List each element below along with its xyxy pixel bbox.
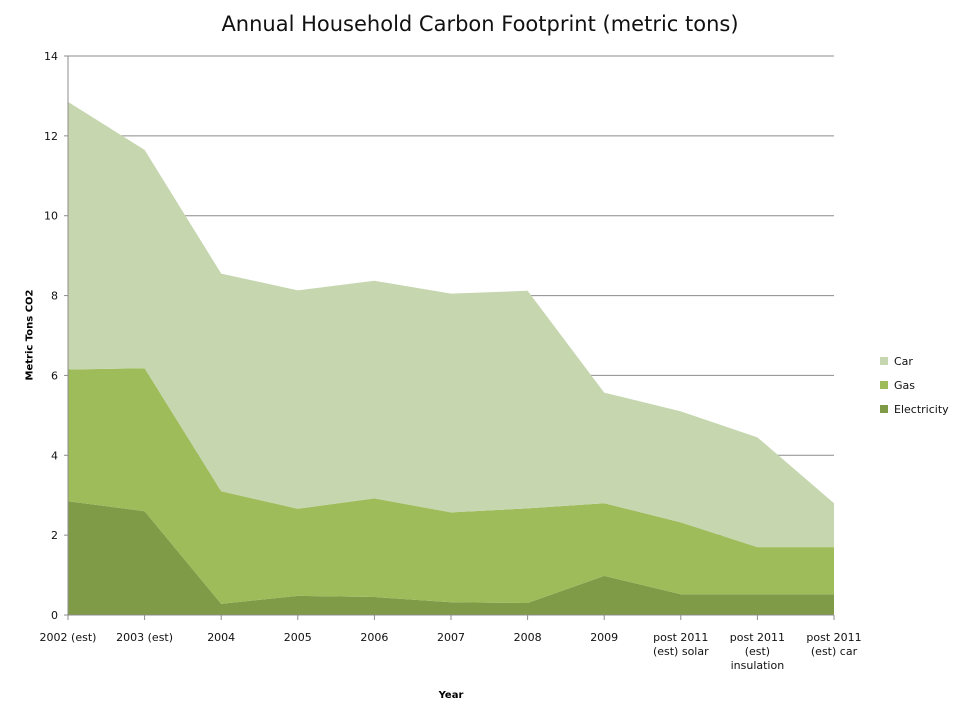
x-tick-label: 2007 bbox=[437, 631, 465, 644]
area-car bbox=[68, 101, 834, 548]
tick-layer: 0 2 4 6 8 10 12 14 2002 (est) 2003 (est) 2004 2005 2… bbox=[40, 50, 862, 672]
area-electricity bbox=[68, 501, 834, 615]
legend-swatch-car bbox=[880, 357, 888, 365]
legend-label-electricity: Electricity bbox=[894, 402, 949, 416]
y-tick-label: 4 bbox=[51, 449, 58, 462]
x-tick-label: 2008 bbox=[514, 631, 542, 644]
x-tick-label: post 2011 (est) insulation bbox=[730, 631, 785, 672]
x-tick-label: 2003 (est) bbox=[116, 631, 173, 644]
legend-label-car: Car bbox=[894, 354, 913, 368]
x-tick-label: post 2011 (est) car bbox=[806, 631, 861, 658]
x-tick-label: 2005 bbox=[284, 631, 312, 644]
chart-title: Annual Household Carbon Footprint (metri… bbox=[221, 12, 739, 36]
legend: Car Gas Electricity bbox=[880, 349, 949, 421]
area-gas bbox=[68, 368, 834, 604]
x-tick-label: post 2011 (est) solar bbox=[653, 631, 709, 658]
x-tick-label: 2006 bbox=[360, 631, 388, 644]
x-tick-label: 2002 (est) bbox=[40, 631, 97, 644]
legend-item-electricity: Electricity bbox=[880, 397, 949, 421]
y-tick-label: 10 bbox=[44, 210, 58, 223]
legend-swatch-gas bbox=[880, 381, 888, 389]
y-tick-label: 12 bbox=[44, 130, 58, 143]
y-tick-label: 2 bbox=[51, 529, 58, 542]
y-tick-label: 14 bbox=[44, 50, 58, 63]
y-tick-label: 8 bbox=[51, 290, 58, 303]
y-tick-label: 0 bbox=[51, 609, 58, 622]
legend-swatch-electricity bbox=[880, 405, 888, 413]
area-layer bbox=[68, 101, 834, 615]
y-axis-title: Metric Tons CO2 bbox=[24, 289, 36, 381]
y-tick-label: 6 bbox=[51, 369, 58, 382]
x-tick-label: 2009 bbox=[590, 631, 618, 644]
x-tick-label: 2004 bbox=[207, 631, 235, 644]
x-axis-title: Year bbox=[438, 690, 464, 701]
legend-label-gas: Gas bbox=[894, 378, 915, 392]
legend-item-car: Car bbox=[880, 349, 949, 373]
legend-item-gas: Gas bbox=[880, 373, 949, 397]
